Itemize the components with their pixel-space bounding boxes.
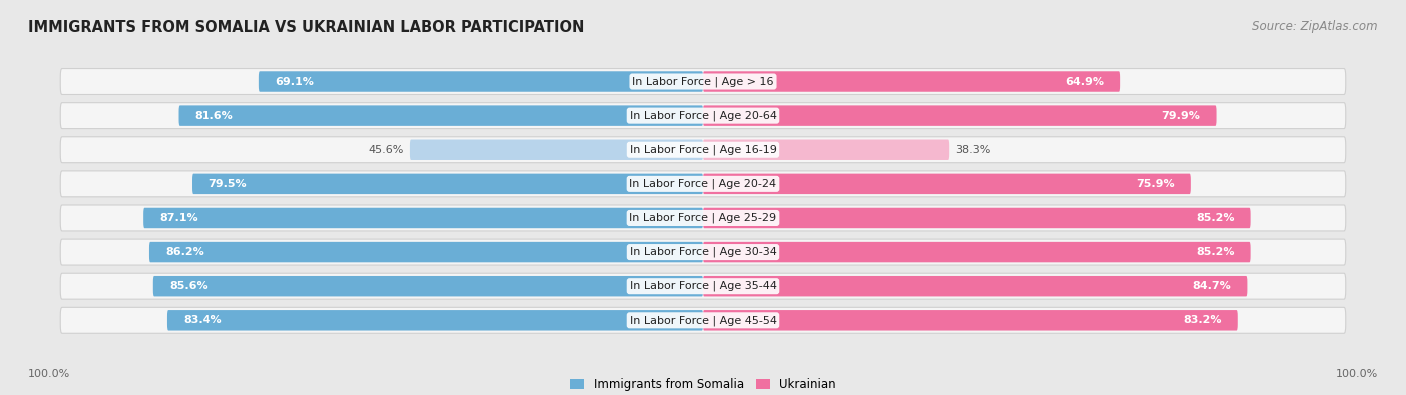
Text: 64.9%: 64.9% (1066, 77, 1104, 87)
Text: 85.2%: 85.2% (1197, 213, 1234, 223)
FancyBboxPatch shape (60, 69, 1346, 94)
Text: 38.3%: 38.3% (956, 145, 991, 155)
FancyBboxPatch shape (179, 105, 703, 126)
FancyBboxPatch shape (60, 239, 1346, 265)
FancyBboxPatch shape (60, 273, 1346, 299)
FancyBboxPatch shape (60, 205, 1346, 231)
Text: In Labor Force | Age 35-44: In Labor Force | Age 35-44 (630, 281, 776, 292)
Text: 85.2%: 85.2% (1197, 247, 1234, 257)
Text: 86.2%: 86.2% (165, 247, 204, 257)
Text: 83.2%: 83.2% (1184, 315, 1222, 325)
FancyBboxPatch shape (703, 139, 949, 160)
Text: In Labor Force | Age > 16: In Labor Force | Age > 16 (633, 76, 773, 87)
Text: 69.1%: 69.1% (276, 77, 314, 87)
FancyBboxPatch shape (259, 71, 703, 92)
FancyBboxPatch shape (149, 242, 703, 262)
Text: 87.1%: 87.1% (159, 213, 198, 223)
Text: In Labor Force | Age 20-24: In Labor Force | Age 20-24 (630, 179, 776, 189)
Text: In Labor Force | Age 20-64: In Labor Force | Age 20-64 (630, 110, 776, 121)
FancyBboxPatch shape (60, 307, 1346, 333)
Text: 45.6%: 45.6% (368, 145, 404, 155)
FancyBboxPatch shape (411, 139, 703, 160)
FancyBboxPatch shape (703, 71, 1121, 92)
Text: Source: ZipAtlas.com: Source: ZipAtlas.com (1253, 20, 1378, 33)
FancyBboxPatch shape (60, 103, 1346, 129)
Text: 81.6%: 81.6% (194, 111, 233, 120)
Text: In Labor Force | Age 16-19: In Labor Force | Age 16-19 (630, 145, 776, 155)
Text: In Labor Force | Age 25-29: In Labor Force | Age 25-29 (630, 213, 776, 223)
FancyBboxPatch shape (60, 171, 1346, 197)
Text: 83.4%: 83.4% (183, 315, 222, 325)
FancyBboxPatch shape (703, 310, 1237, 331)
Text: IMMIGRANTS FROM SOMALIA VS UKRAINIAN LABOR PARTICIPATION: IMMIGRANTS FROM SOMALIA VS UKRAINIAN LAB… (28, 20, 585, 35)
FancyBboxPatch shape (703, 242, 1250, 262)
Legend: Immigrants from Somalia, Ukrainian: Immigrants from Somalia, Ukrainian (565, 373, 841, 395)
Text: 79.5%: 79.5% (208, 179, 246, 189)
Text: 84.7%: 84.7% (1192, 281, 1232, 291)
FancyBboxPatch shape (60, 137, 1346, 163)
FancyBboxPatch shape (703, 208, 1250, 228)
Text: 85.6%: 85.6% (169, 281, 208, 291)
Text: 75.9%: 75.9% (1136, 179, 1175, 189)
Text: 79.9%: 79.9% (1161, 111, 1201, 120)
Text: 100.0%: 100.0% (28, 369, 70, 379)
FancyBboxPatch shape (703, 276, 1247, 296)
FancyBboxPatch shape (703, 174, 1191, 194)
Text: In Labor Force | Age 30-34: In Labor Force | Age 30-34 (630, 247, 776, 257)
Text: In Labor Force | Age 45-54: In Labor Force | Age 45-54 (630, 315, 776, 325)
FancyBboxPatch shape (143, 208, 703, 228)
FancyBboxPatch shape (167, 310, 703, 331)
Text: 100.0%: 100.0% (1336, 369, 1378, 379)
FancyBboxPatch shape (153, 276, 703, 296)
FancyBboxPatch shape (703, 105, 1216, 126)
FancyBboxPatch shape (193, 174, 703, 194)
